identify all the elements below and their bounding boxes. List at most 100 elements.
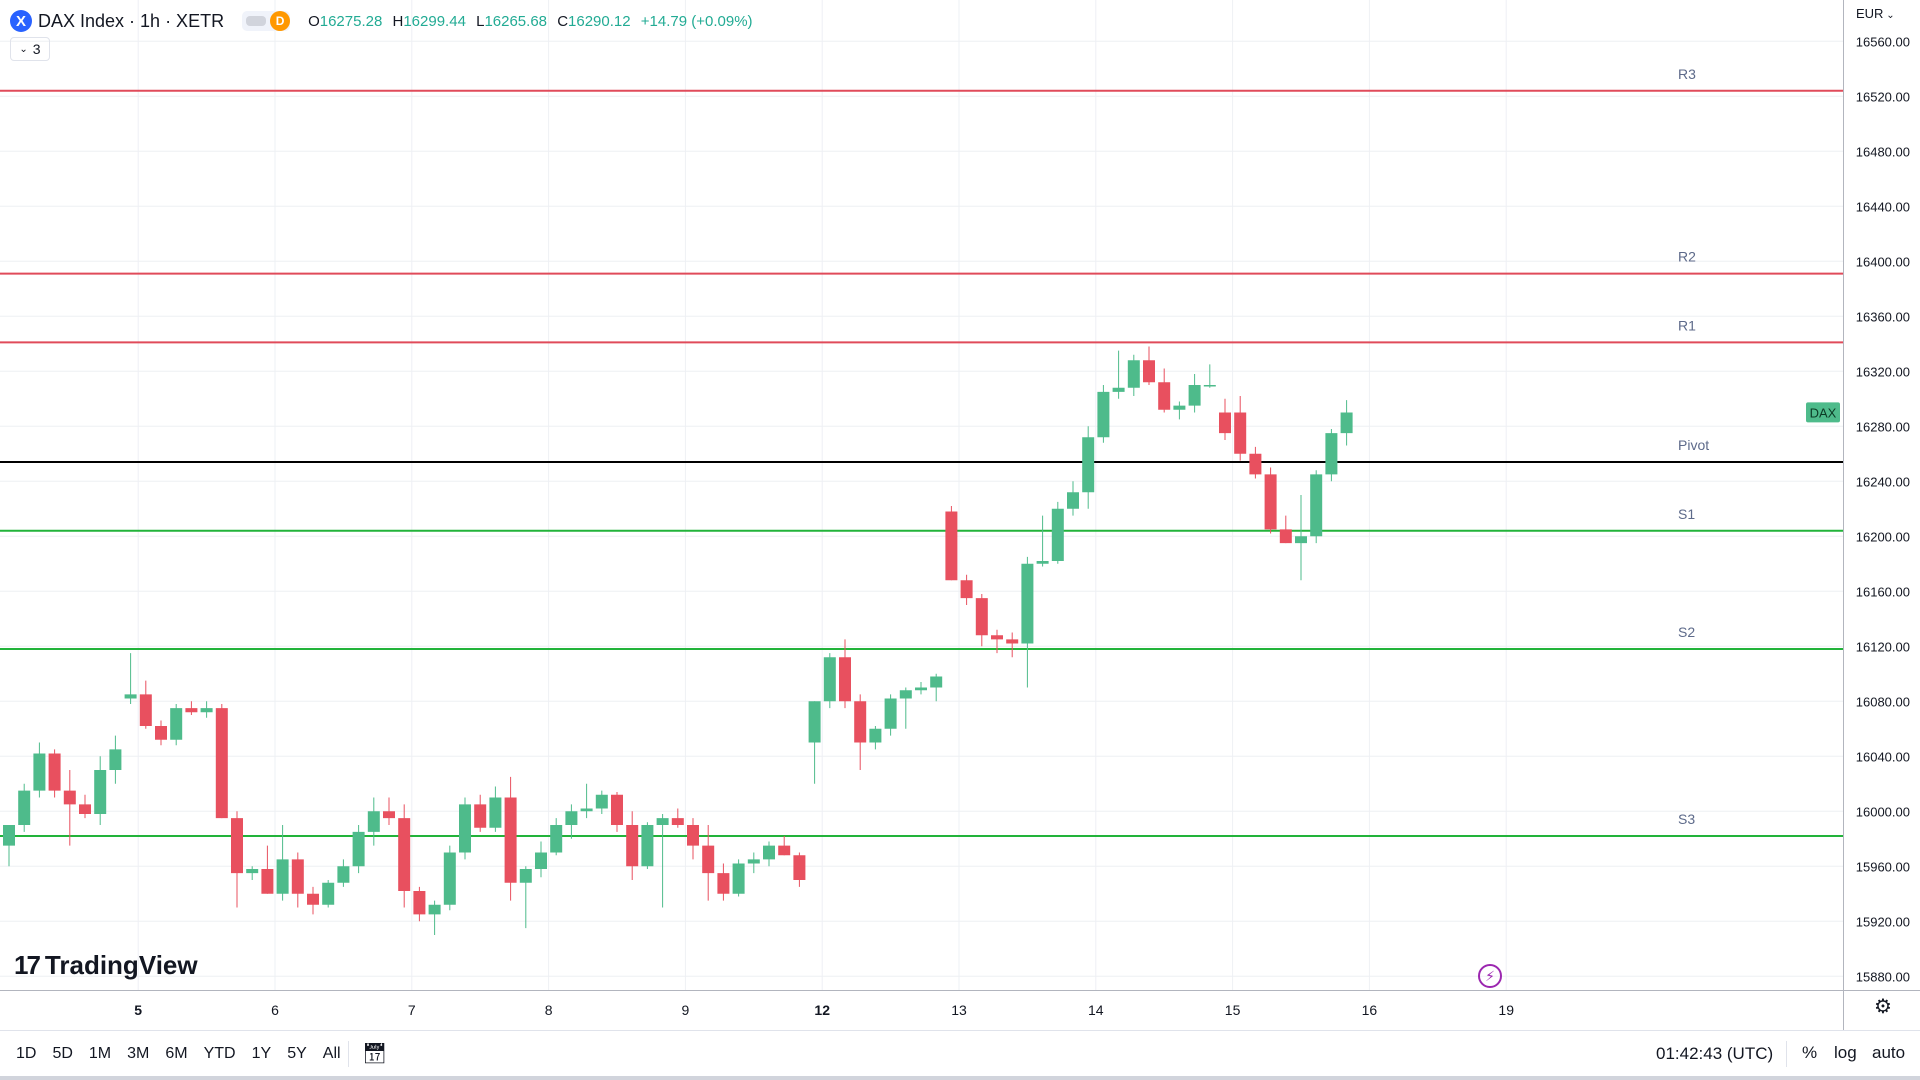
range-button-5y[interactable]: 5Y [287,1045,307,1062]
candle-body[interactable] [854,701,867,743]
candle-body[interactable] [687,825,699,846]
candle-body[interactable] [884,698,897,729]
candle-body[interactable] [611,794,623,825]
candle-body[interactable] [641,825,654,867]
candle-body[interactable] [869,728,882,743]
candle-body[interactable] [991,635,1003,640]
candle-body[interactable] [337,866,350,883]
candle-body[interactable] [519,869,532,883]
candle-body[interactable] [428,904,441,915]
range-button-all[interactable]: All [322,1045,341,1062]
candle-body[interactable] [945,511,958,581]
candle-body[interactable] [367,811,380,832]
candle-body[interactable] [1188,385,1201,406]
candle-body[interactable] [1219,412,1231,434]
candle-body[interactable] [717,873,730,894]
candle-body[interactable] [702,845,715,874]
candle-body[interactable] [307,893,319,905]
candle-body[interactable] [246,869,259,874]
candle-body[interactable] [915,687,927,691]
candle-body[interactable] [1021,563,1034,644]
candle-body[interactable] [170,708,183,740]
candle-body[interactable] [1006,639,1019,644]
candle-body[interactable] [793,855,806,880]
candle-body[interactable] [413,891,426,915]
candle-body[interactable] [109,749,122,770]
candle-body[interactable] [975,598,988,636]
candle-body[interactable] [200,708,213,713]
candle-body[interactable] [231,818,243,874]
candle-body[interactable] [747,859,760,864]
candle-body[interactable] [291,859,304,894]
candle-body[interactable] [124,694,137,699]
candle-body[interactable] [1234,412,1247,454]
range-button-3m[interactable]: 3M [127,1045,150,1062]
range-button-1y[interactable]: 1Y [251,1045,272,1062]
range-button-1m[interactable]: 1M [88,1045,112,1062]
candle-body[interactable] [185,708,198,713]
candle-body[interactable] [595,794,608,809]
candle-body[interactable] [3,825,15,846]
candle-body[interactable] [899,690,912,699]
candle-body[interactable] [930,676,943,688]
candle-body[interactable] [732,863,745,894]
candle-body[interactable] [1325,433,1338,475]
lightning-icon[interactable]: ⚡︎ [1478,964,1502,988]
candle-body[interactable] [1067,492,1079,509]
candle-body[interactable] [398,818,411,891]
candle-body[interactable] [443,852,456,905]
candle-body[interactable] [808,701,821,743]
candle-body[interactable] [1112,387,1125,392]
candle-body[interactable] [1082,437,1095,493]
candle-body[interactable] [839,657,851,702]
candle-body[interactable] [261,869,274,894]
candle-body[interactable] [1279,529,1292,544]
settings-gear-icon[interactable]: ⚙ [1874,996,1892,1018]
candle-body[interactable] [1203,385,1216,387]
candle-body[interactable] [1310,474,1323,537]
candle-body[interactable] [1097,391,1110,438]
candle-body[interactable] [459,804,471,853]
candle-body[interactable] [550,825,563,853]
range-button-6m[interactable]: 6M [165,1045,188,1062]
candle-body[interactable] [823,657,836,702]
log-scale-toggle[interactable]: log [1834,1043,1857,1062]
candle-body[interactable] [1127,360,1140,388]
percent-scale-toggle[interactable]: % [1802,1043,1818,1062]
candle-body[interactable] [276,859,289,894]
candle-body[interactable] [763,845,775,860]
candle-body[interactable] [1340,412,1353,434]
candle-body[interactable] [1173,405,1186,410]
candle-body[interactable] [778,845,791,856]
candle-body[interactable] [352,831,365,867]
candle-body[interactable] [1051,508,1064,561]
candle-body[interactable] [139,694,152,726]
auto-scale-toggle[interactable]: auto [1872,1043,1906,1062]
candle-body[interactable] [1295,536,1307,544]
candle-body[interactable] [580,808,593,812]
market-status-badge[interactable]: D [242,11,291,31]
candle-body[interactable] [1036,561,1049,564]
calendar-icon[interactable]: 📅︎ [362,1043,388,1065]
tradingview-logo[interactable]: 17 TradingView [14,950,198,981]
candle-body[interactable] [155,726,167,740]
symbol-title[interactable]: DAX Index · 1h · XETR [38,10,225,31]
candle-body[interactable] [1249,453,1262,475]
candle-body[interactable] [215,708,228,819]
candle-body[interactable] [18,790,31,825]
candle-body[interactable] [94,770,107,814]
candle-body[interactable] [1264,474,1277,530]
range-button-5d[interactable]: 5D [52,1045,73,1062]
candle-body[interactable] [626,825,639,867]
candle-body[interactable] [474,804,487,828]
candle-body[interactable] [33,753,46,791]
candle-body[interactable] [656,818,669,825]
candle-body[interactable] [489,797,502,828]
indicators-toggle-button[interactable]: ⌄ 3 [10,37,50,61]
candle-body[interactable] [535,852,547,870]
candle-body[interactable] [63,790,76,805]
candle-body[interactable] [383,811,395,819]
candle-body[interactable] [48,753,61,791]
range-button-1d[interactable]: 1D [16,1045,37,1062]
